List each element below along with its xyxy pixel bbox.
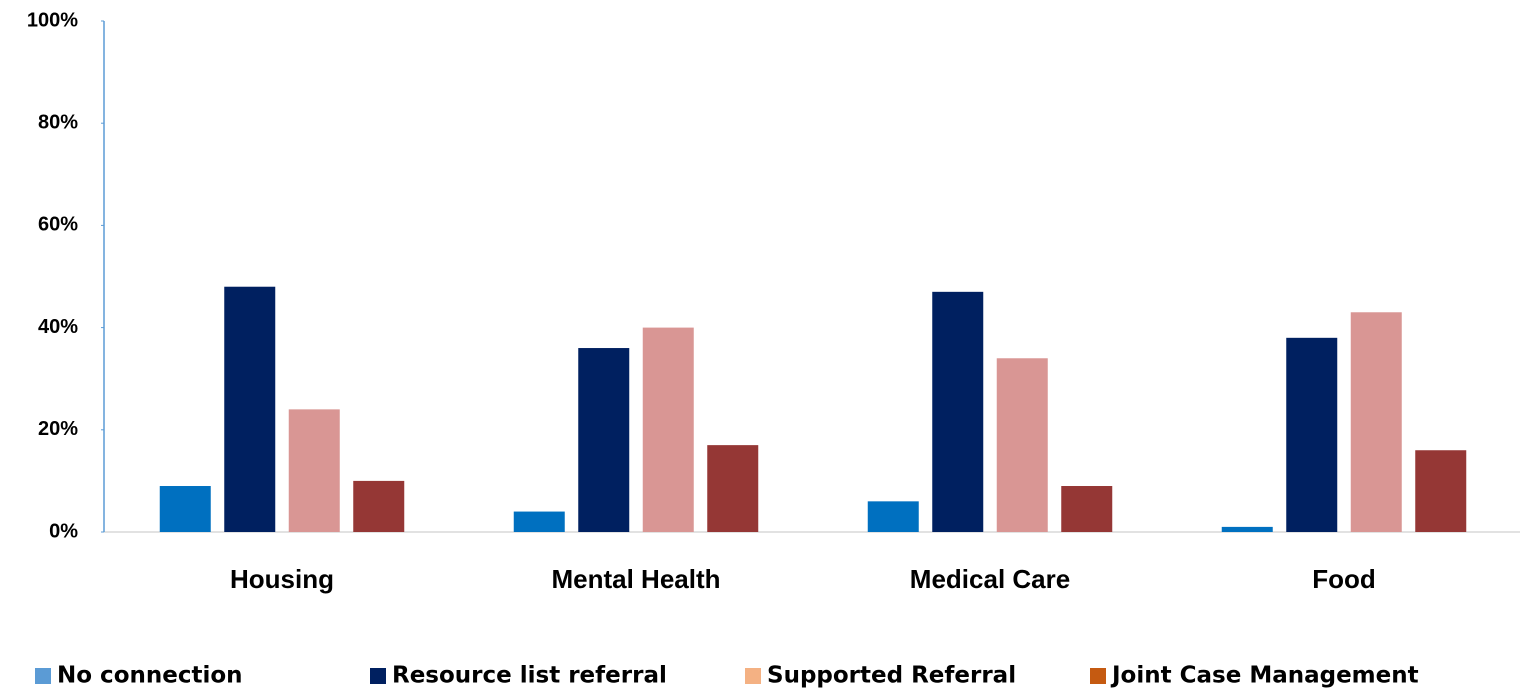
- bar: [1221, 526, 1273, 532]
- bar: [513, 511, 565, 532]
- y-tick-label: 0%: [49, 520, 78, 542]
- x-tick-label: Medical Care: [910, 564, 1070, 594]
- y-tick-label: 40%: [38, 316, 78, 338]
- bar: [578, 348, 630, 532]
- legend-swatch: [370, 668, 386, 684]
- legend-swatch: [1090, 668, 1106, 684]
- bar: [224, 286, 276, 532]
- y-tick-label: 60%: [38, 214, 78, 236]
- bar: [353, 480, 405, 532]
- legend-label: No connection: [57, 663, 243, 689]
- y-tick-label: 80%: [38, 111, 78, 133]
- legend-label: Supported Referral: [767, 663, 1016, 689]
- x-tick-label: Housing: [230, 564, 334, 594]
- bar: [1061, 486, 1113, 532]
- x-tick-label: Mental Health: [551, 564, 720, 594]
- bar: [288, 409, 340, 532]
- legend-label: Joint Case Management: [1110, 663, 1419, 689]
- bar: [1286, 337, 1338, 532]
- legend-label: Resource list referral: [392, 663, 667, 689]
- y-tick-label: 100%: [27, 9, 78, 31]
- bar: [996, 358, 1048, 532]
- y-tick-label: 20%: [38, 418, 78, 440]
- x-tick-label: Food: [1312, 564, 1376, 594]
- bar: [159, 486, 211, 532]
- bar: [932, 291, 984, 532]
- legend-swatch: [35, 668, 51, 684]
- bar: [642, 327, 694, 532]
- legend-swatch: [745, 668, 761, 684]
- bar: [1350, 312, 1402, 532]
- bar: [707, 445, 759, 532]
- bar: [867, 501, 919, 532]
- bar: [1415, 450, 1467, 532]
